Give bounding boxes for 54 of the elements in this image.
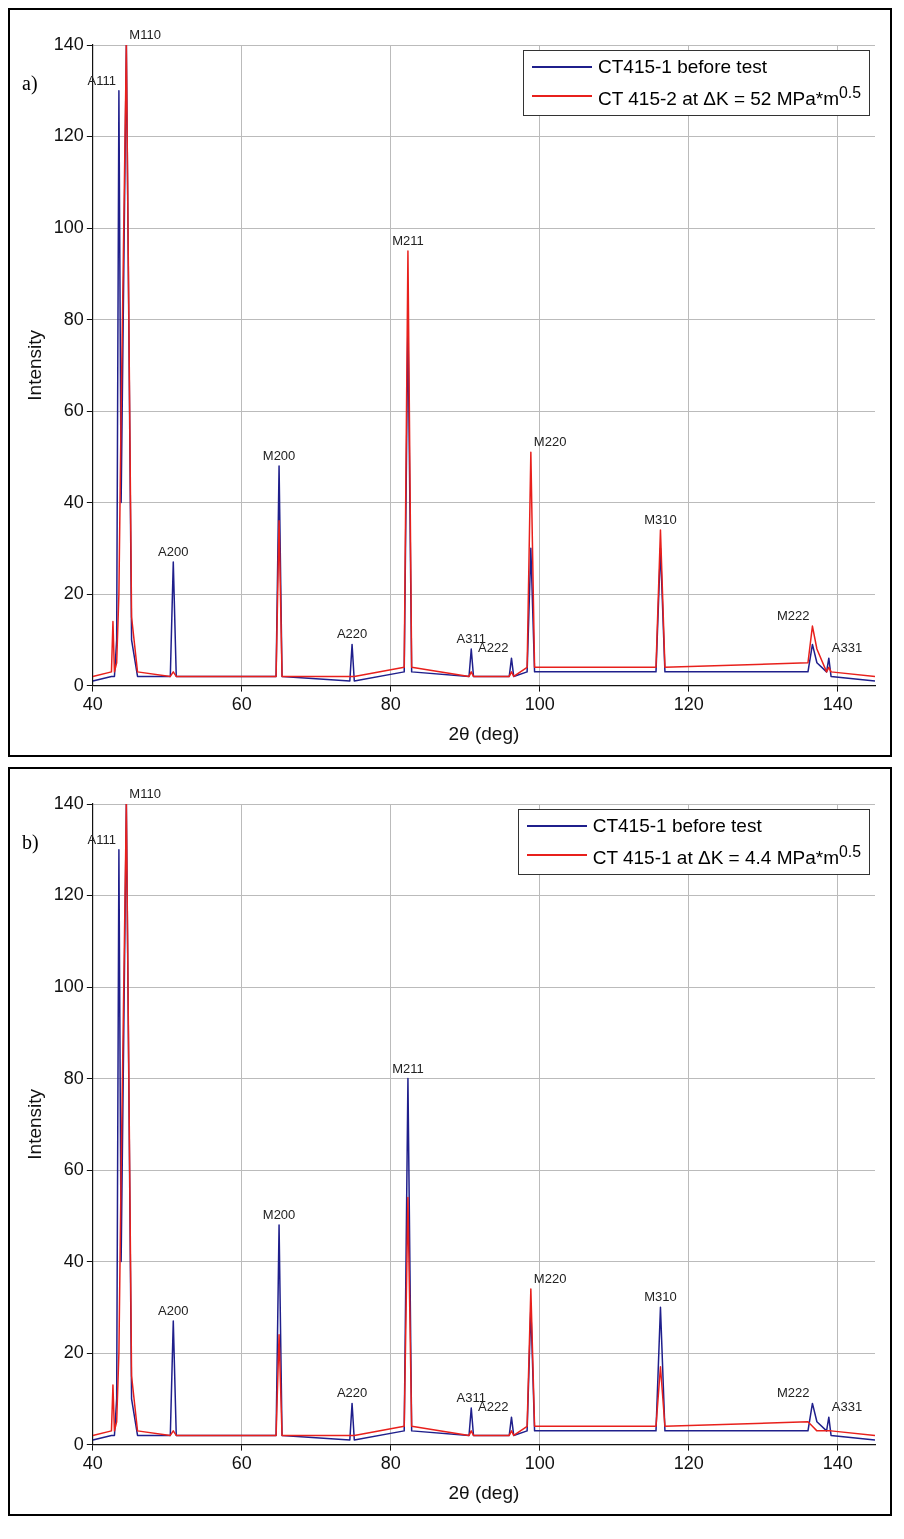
annotation: M211 [392,232,424,248]
x-tick-label: 120 [673,1453,704,1474]
legend-label: CT 415-2 at ΔK = 52 MPa*m$^{0.5}$ [598,83,861,112]
y-tick-label: 140 [53,792,84,813]
x-tick-label: 60 [231,694,252,715]
annotation: M222 [776,1385,810,1401]
legend-label: CT 415-1 at ΔK = 4.4 MPa*m$^{0.5}$ [592,842,861,871]
y-tick-label: 40 [63,1250,84,1271]
y-tick-label: 140 [53,33,84,54]
x-axis-title: 2θ (deg) [448,1481,520,1503]
y-tick-label: 60 [63,400,84,421]
x-tick-label: 120 [673,694,704,715]
annotation: M310 [644,1289,677,1305]
annotation: A220 [336,626,368,642]
y-tick-label: 100 [53,976,84,996]
x-tick-label: 60 [231,1453,252,1474]
annotation: A331 [831,1399,863,1415]
y-tick-label: 20 [63,583,84,604]
x-tick-label: 140 [822,694,853,715]
annotation: M200 [262,448,296,464]
y-tick-label: 60 [63,1159,84,1180]
legend-label: CT415-1 before test [592,814,762,838]
y-tick-label: 20 [63,1342,84,1363]
annotation: A200 [158,1303,189,1319]
y-tick-label: 80 [63,1067,84,1088]
x-tick-label: 80 [380,694,401,715]
annotation: M220 [533,434,567,450]
y-tick-label: 40 [63,491,84,512]
y-tick-label: 120 [53,884,84,905]
y-tick-label: 0 [73,1433,84,1454]
y-axis-title: Intensity [23,1088,45,1160]
x-tick-label: 140 [822,1453,853,1474]
annotation: M110 [129,27,161,43]
x-tick-label: 80 [380,1453,401,1474]
x-tick-label: 100 [524,1453,555,1474]
annotation: A200 [158,544,189,560]
x-tick-label: 100 [524,694,555,715]
text: a) [22,72,38,95]
annotation: A331 [831,640,863,656]
annotation: M200 [262,1207,296,1223]
y-tick-label: 120 [53,125,84,146]
annotation: M220 [533,1271,567,1287]
y-tick-label: 100 [53,217,84,237]
annotation: A220 [336,1385,368,1401]
annotation: M310 [644,512,677,528]
annotation: M222 [776,608,810,624]
annotation: M211 [392,1060,424,1076]
y-tick-label: 80 [63,308,84,329]
annotation: M110 [129,786,161,802]
x-axis-title: 2θ (deg) [448,722,520,744]
y-axis-title: Intensity [23,329,45,401]
y-tick-label: 0 [73,674,84,695]
legend-label: CT415-1 before test [598,55,767,79]
text: b) [22,831,39,854]
